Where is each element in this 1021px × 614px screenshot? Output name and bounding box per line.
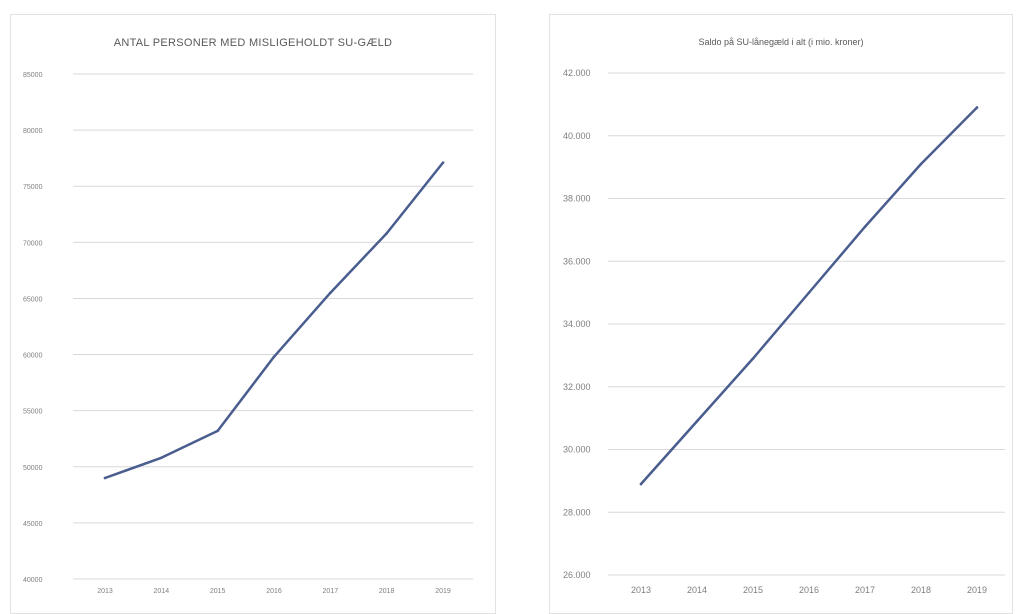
y-tick-label: 34.000 (563, 319, 591, 329)
series-line (639, 106, 979, 486)
data-point (863, 225, 867, 229)
x-tick-label: 2014 (687, 585, 707, 595)
y-tick-label: 28.000 (563, 507, 591, 517)
y-tick-label: 38.000 (563, 194, 591, 204)
y-tick-label: 36.000 (563, 256, 591, 266)
x-tick-label: 2015 (210, 588, 226, 595)
y-tick-label: 65000 (23, 296, 43, 303)
chart-title-left: ANTAL PERSONER MED MISLIGEHOLDT SU-GÆLD (113, 37, 393, 49)
y-tick-label: 40000 (23, 577, 43, 584)
data-point (975, 106, 979, 109)
x-tick-label: 2013 (97, 588, 113, 595)
y-tick-label: 26.000 (563, 570, 591, 580)
data-point (441, 161, 445, 164)
x-tick-label: 2017 (323, 588, 339, 595)
chart-panel-left: ANTAL PERSONER MED MISLIGEHOLDT SU-GÆLD … (10, 14, 496, 614)
y-tick-label: 85000 (23, 72, 43, 79)
x-tick-label: 2016 (266, 588, 282, 595)
y-tick-label: 70000 (23, 240, 43, 247)
x-tick-label: 2015 (743, 585, 763, 595)
y-tick-label: 32.000 (563, 382, 591, 392)
y-tick-label: 75000 (23, 184, 43, 191)
chart-title-right: Saldo på SU-lånegæld i alt (i mio. krone… (698, 37, 864, 47)
data-point (216, 429, 219, 433)
y-tick-label: 80000 (23, 128, 43, 135)
y-tick-label: 45000 (23, 521, 43, 528)
x-tick-label: 2016 (799, 585, 819, 595)
x-tick-label: 2017 (855, 585, 875, 595)
data-point (751, 357, 755, 360)
data-point (807, 291, 811, 294)
y-tick-label: 50000 (23, 465, 43, 472)
x-tick-label: 2019 (967, 585, 987, 595)
y-tick-label: 42.000 (563, 68, 591, 78)
data-point (639, 482, 643, 486)
data-point (103, 476, 107, 480)
data-point (695, 419, 699, 423)
chart-panel-right: Saldo på SU-lånegæld i alt (i mio. krone… (549, 14, 1013, 614)
x-tick-label: 2014 (154, 588, 170, 595)
data-point (385, 232, 388, 235)
line-chart-left: 40000 45000 50000 55000 60000 65000 70000 75000… (23, 72, 473, 595)
series-line (103, 161, 445, 480)
x-tick-label: 2019 (435, 588, 451, 595)
x-tick-label: 2013 (631, 585, 651, 595)
data-point (160, 456, 163, 460)
line-chart-right: 26.000 28.000 30.000 32.000 34.000 36.000 38.0… (563, 68, 1005, 595)
y-tick-label: 30.000 (563, 445, 591, 455)
data-point (329, 291, 332, 295)
x-tick-label: 2018 (379, 588, 395, 595)
x-tick-label: 2018 (911, 585, 931, 595)
y-tick-label: 40.000 (563, 131, 591, 141)
data-point (272, 355, 276, 359)
y-tick-label: 55000 (23, 409, 43, 416)
data-point (919, 162, 923, 166)
y-tick-label: 60000 (23, 353, 43, 360)
